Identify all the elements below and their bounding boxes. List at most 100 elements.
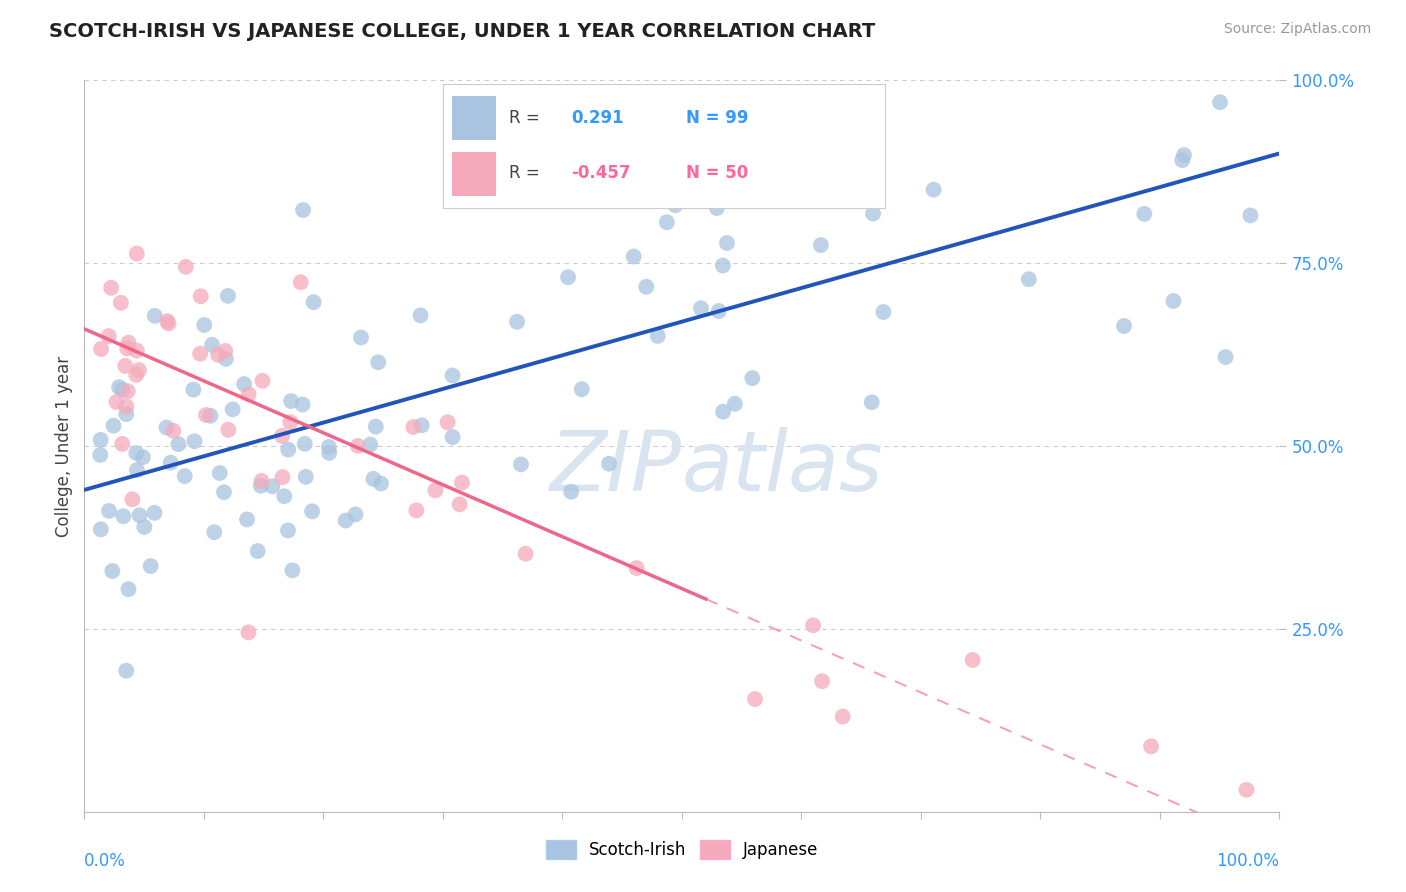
Point: [1215, 350, 1237, 364]
Point: [363, 472, 385, 486]
Point: [238, 387, 260, 401]
Point: [666, 191, 689, 205]
Point: [115, 664, 138, 678]
Point: [193, 318, 215, 332]
Point: [571, 382, 593, 396]
Point: [128, 363, 150, 377]
Point: [217, 423, 239, 437]
Point: [370, 476, 392, 491]
Point: [110, 295, 132, 310]
Point: [623, 250, 645, 264]
Point: [281, 563, 304, 577]
Point: [273, 489, 295, 503]
Point: [301, 504, 323, 518]
Text: Source: ZipAtlas.com: Source: ZipAtlas.com: [1223, 22, 1371, 37]
Point: [277, 524, 299, 538]
Point: [1239, 208, 1261, 222]
Point: [90, 522, 112, 536]
Point: [115, 342, 138, 356]
Point: [962, 653, 984, 667]
Point: [292, 202, 315, 217]
Point: [134, 520, 156, 534]
Point: [115, 407, 138, 421]
Point: [183, 383, 205, 397]
Point: [143, 309, 166, 323]
Point: [214, 343, 236, 358]
Point: [271, 429, 294, 443]
Point: [711, 405, 734, 419]
Point: [335, 514, 357, 528]
Point: [411, 418, 433, 433]
Point: [626, 561, 648, 575]
Point: [115, 400, 138, 414]
Point: [636, 280, 658, 294]
Point: [1171, 153, 1194, 167]
Point: [117, 384, 139, 399]
Point: [125, 368, 148, 382]
Point: [1163, 293, 1185, 308]
Point: [202, 525, 225, 540]
Point: [195, 408, 218, 422]
Point: [278, 415, 301, 429]
Point: [344, 508, 367, 522]
Point: [155, 420, 177, 434]
Point: [364, 419, 387, 434]
Point: [741, 371, 763, 385]
Point: [318, 440, 340, 454]
Point: [117, 582, 139, 596]
Point: [132, 450, 155, 464]
Point: [707, 304, 730, 318]
Point: [250, 474, 273, 488]
Point: [212, 485, 235, 500]
Point: [190, 289, 212, 303]
Text: atlas: atlas: [682, 427, 883, 508]
Point: [290, 275, 312, 289]
Point: [121, 492, 143, 507]
Point: [441, 430, 464, 444]
Point: [89, 448, 111, 462]
Point: [90, 342, 112, 356]
Point: [724, 397, 747, 411]
Point: [346, 439, 368, 453]
Point: [350, 330, 373, 344]
Point: [598, 457, 620, 471]
Point: [143, 506, 166, 520]
Legend: Scotch-Irish, Japanese: Scotch-Irish, Japanese: [538, 833, 825, 865]
Point: [664, 198, 686, 212]
Point: [217, 289, 239, 303]
Point: [1236, 782, 1258, 797]
Point: [167, 437, 190, 451]
Point: [1173, 148, 1195, 162]
Point: [706, 201, 728, 215]
Point: [647, 329, 669, 343]
Point: [117, 335, 139, 350]
Point: [302, 295, 325, 310]
Point: [200, 409, 222, 423]
Text: SCOTCH-IRISH VS JAPANESE COLLEGE, UNDER 1 YEAR CORRELATION CHART: SCOTCH-IRISH VS JAPANESE COLLEGE, UNDER …: [49, 22, 876, 41]
Point: [1209, 95, 1232, 110]
Point: [103, 418, 125, 433]
Point: [294, 437, 316, 451]
Point: [183, 434, 205, 449]
Point: [277, 442, 299, 457]
Point: [125, 343, 148, 358]
Point: [156, 314, 179, 328]
Point: [174, 260, 197, 274]
Point: [690, 301, 713, 316]
Point: [655, 215, 678, 229]
Point: [405, 503, 427, 517]
Point: [810, 238, 832, 252]
Point: [506, 315, 529, 329]
Point: [249, 479, 271, 493]
Point: [207, 348, 229, 362]
Point: [716, 235, 738, 250]
Point: [831, 709, 853, 723]
Y-axis label: College, Under 1 year: College, Under 1 year: [55, 355, 73, 537]
Point: [262, 479, 284, 493]
Point: [236, 512, 259, 526]
Point: [208, 466, 231, 480]
Point: [744, 692, 766, 706]
Point: [441, 368, 464, 383]
Point: [811, 674, 834, 689]
Text: ZIP: ZIP: [550, 427, 682, 508]
